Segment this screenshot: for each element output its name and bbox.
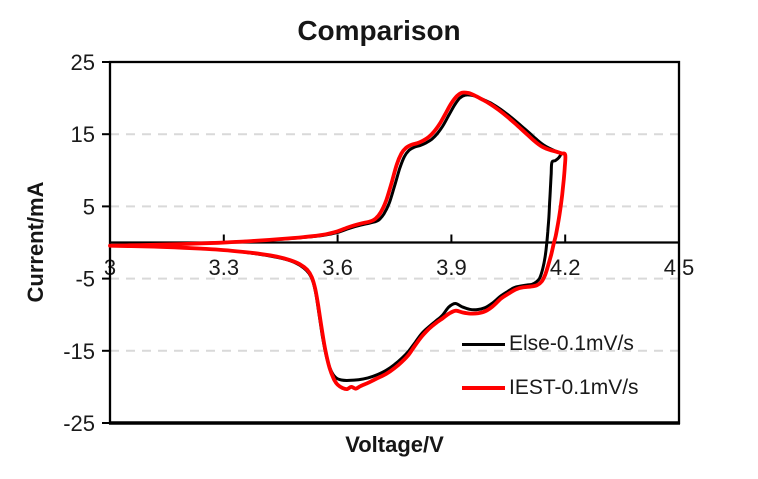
legend-item-iest: IEST-0.1mV/s (462, 376, 639, 400)
legend-line-else-icon (462, 342, 505, 346)
legend-label-else: Else-0.1mV/s (509, 332, 634, 355)
chart-title: Comparison (297, 15, 461, 46)
legend-item-else: Else-0.1mV/s (462, 332, 634, 356)
x-tick-label: 4.2 (550, 255, 581, 280)
y-tick-label: -15 (63, 339, 95, 364)
series-iest-line (108, 90, 568, 392)
y-tick-label: -5 (75, 267, 95, 292)
legend-line-iest-icon (462, 386, 505, 390)
y-tick-label: 25 (71, 50, 95, 75)
legend-label-iest: IEST-0.1mV/s (509, 376, 639, 399)
y-tick-label: -25 (63, 411, 95, 436)
y-tick-label: 5 (83, 194, 95, 219)
x-tick-label: 3.3 (209, 255, 240, 280)
x-tick-label: 3.6 (322, 255, 353, 280)
x-tick-label: 3.9 (436, 255, 467, 280)
y-tick-label: 15 (71, 122, 95, 147)
x-axis-title: Voltage/V (345, 432, 444, 457)
